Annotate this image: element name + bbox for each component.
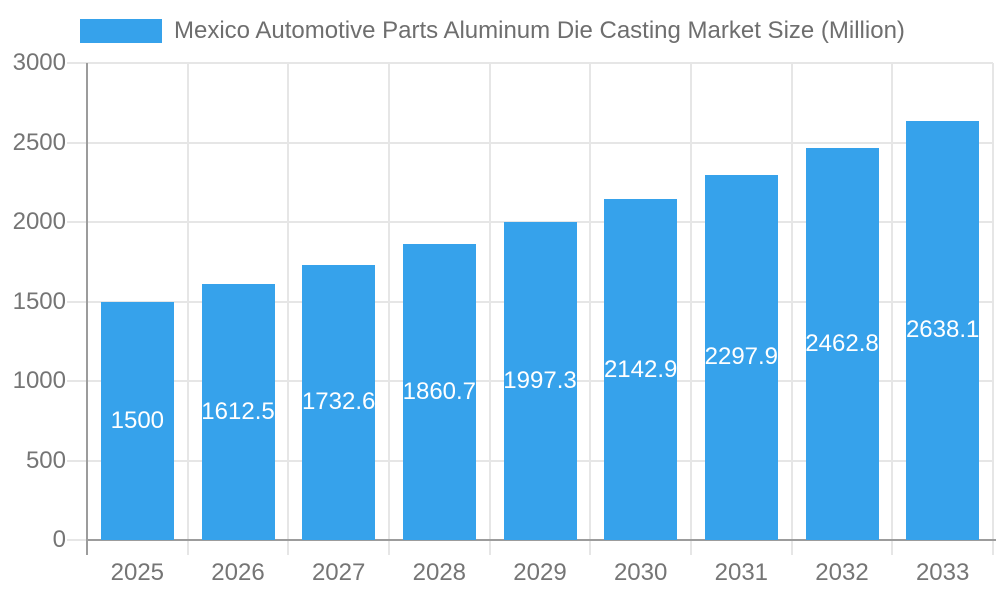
y-tick-mark: [67, 221, 87, 223]
y-tick-mark: [67, 380, 87, 382]
x-gridline: [891, 63, 894, 555]
x-gridline: [992, 63, 994, 555]
y-tick-label: 1500: [12, 287, 66, 315]
bar-2031[interactable]: [704, 174, 778, 540]
y-tick-label: 0: [52, 526, 66, 553]
y-gridline: [87, 62, 993, 64]
bar-value-label: 2142.9: [603, 355, 678, 383]
legend-label: Mexico Automotive Parts Aluminum Die Cas…: [174, 17, 905, 44]
bar-2027[interactable]: [302, 264, 376, 540]
x-gridline: [186, 63, 189, 555]
y-tick-mark: [67, 459, 87, 462]
x-axis-line: [87, 539, 996, 541]
y-tick-label: 2000: [12, 208, 66, 235]
x-tick-label: 2032: [815, 559, 869, 586]
bar-value-label: 2297.9: [704, 343, 779, 371]
bar-2028[interactable]: [402, 244, 476, 540]
legend-color-swatch-icon: [80, 19, 162, 43]
y-tick-mark: [67, 300, 87, 303]
legend-item[interactable]: Mexico Automotive Parts Aluminum Die Cas…: [80, 17, 905, 45]
x-tick-label: 2027: [311, 559, 366, 586]
x-gridline: [287, 63, 290, 555]
x-tick-label: 2033: [915, 559, 970, 586]
x-gridline: [589, 63, 592, 555]
x-tick-label: 2029: [513, 559, 567, 586]
bar-2026[interactable]: [201, 283, 275, 540]
y-tick-mark: [67, 141, 87, 144]
bar-value-label: 2638.1: [905, 316, 980, 344]
bar-2032[interactable]: [805, 148, 879, 540]
y-gridline: [87, 221, 993, 223]
x-tick-label: 2028: [412, 559, 467, 586]
x-gridline: [690, 63, 692, 555]
x-gridline: [790, 63, 793, 555]
y-axis-line: [86, 63, 88, 555]
bar-2030[interactable]: [604, 199, 678, 540]
bar-2025[interactable]: [100, 301, 174, 540]
y-tick-mark: [67, 62, 87, 64]
y-tick-label: 1000: [12, 367, 66, 394]
x-gridline: [388, 63, 390, 555]
x-tick-label: 2026: [211, 559, 265, 586]
y-tick-mark: [67, 539, 87, 541]
y-gridline: [87, 141, 993, 144]
x-tick-label: 2025: [110, 559, 165, 586]
bar-value-label: 1860.7: [402, 378, 477, 406]
bar-2033[interactable]: [906, 120, 980, 540]
x-tick-label: 2031: [714, 559, 769, 586]
bar-value-label: 1500: [110, 406, 165, 434]
y-tick-label: 500: [25, 446, 66, 474]
x-tick-label: 2030: [613, 559, 668, 586]
bar-value-label: 1732.6: [301, 388, 376, 416]
bar-value-label: 1997.3: [503, 367, 577, 395]
bar-value-label: 1612.5: [201, 397, 275, 425]
y-tick-label: 2500: [12, 128, 66, 156]
x-gridline: [488, 63, 491, 555]
bar-value-label: 2462.8: [805, 330, 879, 358]
bar-2029[interactable]: [503, 222, 577, 540]
y-tick-label: 3000: [12, 49, 66, 76]
